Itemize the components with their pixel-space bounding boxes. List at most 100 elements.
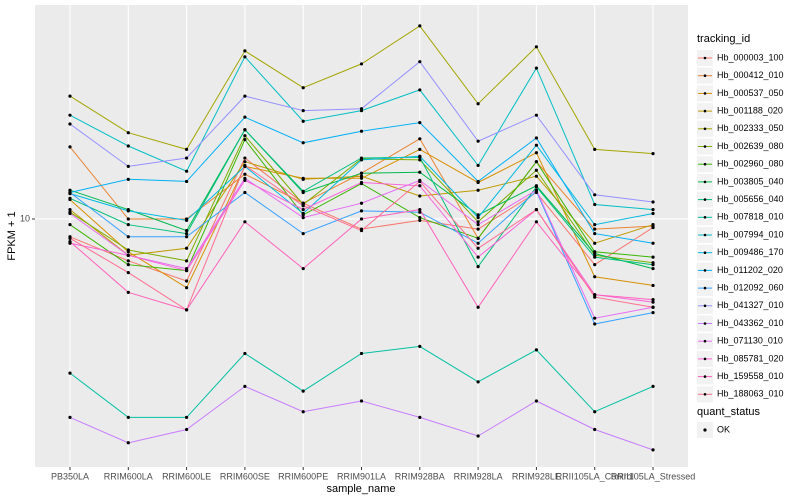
data-point xyxy=(593,293,597,297)
data-point xyxy=(534,45,539,49)
data-point xyxy=(243,94,247,98)
x-tick-label: RRII105LA_Control xyxy=(556,471,634,481)
legend-point xyxy=(703,322,707,325)
data-point xyxy=(418,154,422,158)
data-point xyxy=(184,246,189,250)
x-tick-label: RRIM901LA xyxy=(337,471,386,481)
data-point xyxy=(184,427,189,432)
data-point xyxy=(243,156,247,160)
x-tick-label: RRIM928LE xyxy=(512,471,561,481)
legend-point xyxy=(703,233,707,237)
data-point xyxy=(184,147,189,151)
data-point xyxy=(593,241,597,245)
data-point xyxy=(243,49,247,53)
legend-label: Hb_159558_010 xyxy=(717,371,784,381)
data-point xyxy=(593,147,597,151)
data-point xyxy=(534,151,539,155)
data-point xyxy=(184,235,189,239)
legend-label: Hb_041327_010 xyxy=(717,300,784,310)
data-point xyxy=(301,109,305,113)
data-point xyxy=(359,129,364,133)
legend-point xyxy=(703,428,707,432)
data-point xyxy=(126,290,130,294)
data-point xyxy=(68,371,72,375)
data-point xyxy=(651,211,655,216)
legend-point xyxy=(703,251,707,254)
x-tick-label: RRIM600PE xyxy=(278,471,328,481)
data-point xyxy=(68,190,72,195)
legend-point xyxy=(703,286,707,290)
data-point xyxy=(184,179,189,184)
data-point xyxy=(534,207,539,212)
data-point xyxy=(126,263,130,267)
data-point xyxy=(126,259,130,263)
legend-label: Hb_002639_080 xyxy=(717,141,784,151)
points xyxy=(68,24,655,452)
data-point xyxy=(243,137,247,142)
data-point xyxy=(593,275,597,279)
data-point xyxy=(184,279,189,283)
legend-point xyxy=(703,127,707,131)
data-point xyxy=(243,160,247,164)
data-point xyxy=(301,211,305,216)
data-point xyxy=(184,268,189,273)
data-point xyxy=(243,55,247,59)
data-point xyxy=(126,177,130,181)
data-point xyxy=(243,128,247,132)
data-point xyxy=(476,188,480,192)
y-tick-label: 10 xyxy=(20,213,30,223)
data-point xyxy=(301,189,305,193)
data-point xyxy=(476,246,480,250)
legend-point xyxy=(703,92,707,95)
data-point xyxy=(243,190,247,195)
data-point xyxy=(651,152,655,156)
x-tick-label: RRIM928BA xyxy=(395,471,445,481)
legend-point xyxy=(703,304,707,308)
data-point xyxy=(651,298,655,302)
data-point xyxy=(593,295,597,299)
data-point xyxy=(418,88,422,92)
data-point xyxy=(359,180,364,185)
data-point xyxy=(359,351,364,356)
data-point xyxy=(651,448,655,452)
data-point xyxy=(476,102,480,106)
data-point xyxy=(243,220,247,224)
data-point xyxy=(418,184,422,188)
x-tick-label: PB350LA xyxy=(51,471,89,481)
legend-point xyxy=(703,216,707,219)
data-point xyxy=(68,211,72,216)
data-point xyxy=(126,164,130,168)
data-point xyxy=(301,86,305,90)
legend-label: Hb_000412_010 xyxy=(717,70,784,80)
data-point xyxy=(651,207,655,212)
legend-label: Hb_071130_010 xyxy=(717,336,783,346)
legend-point xyxy=(703,198,707,201)
data-point xyxy=(534,113,539,117)
data-point xyxy=(476,265,480,269)
data-point xyxy=(68,415,72,420)
legend-point xyxy=(703,357,707,361)
data-point xyxy=(359,217,364,221)
data-point xyxy=(593,255,597,259)
x-tick-label: RRIM600SE xyxy=(220,471,270,481)
data-point xyxy=(651,266,655,271)
data-point xyxy=(68,122,72,126)
data-point xyxy=(418,194,422,198)
data-point xyxy=(651,200,655,204)
data-point xyxy=(184,228,189,233)
legend-point xyxy=(703,269,707,272)
legend-point xyxy=(703,162,707,166)
data-point xyxy=(476,255,480,259)
data-point xyxy=(418,170,422,174)
legend-label: Hb_007994_010 xyxy=(717,229,784,239)
data-point xyxy=(126,253,130,257)
data-point xyxy=(418,415,422,420)
data-point xyxy=(418,137,422,141)
data-point xyxy=(184,259,189,263)
x-axis-title: sample_name xyxy=(326,483,395,495)
data-point xyxy=(301,389,305,393)
data-point xyxy=(418,344,422,348)
data-point xyxy=(126,235,130,239)
data-point xyxy=(301,410,305,414)
